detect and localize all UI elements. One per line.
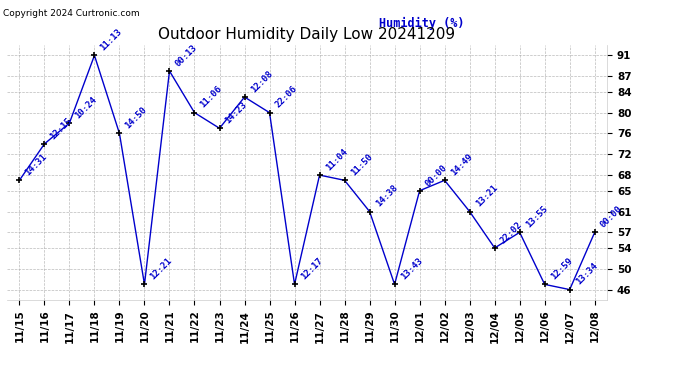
Text: 13:34: 13:34	[574, 261, 599, 287]
Text: 10:24: 10:24	[74, 95, 99, 120]
Title: Outdoor Humidity Daily Low 20241209: Outdoor Humidity Daily Low 20241209	[159, 27, 455, 42]
Text: Humidity (%): Humidity (%)	[379, 16, 464, 30]
Text: 00:00: 00:00	[424, 163, 449, 188]
Text: 12:21: 12:21	[148, 256, 174, 282]
Text: 13:21: 13:21	[474, 183, 499, 209]
Text: 00:13: 00:13	[174, 43, 199, 68]
Text: 13:43: 13:43	[399, 256, 424, 282]
Text: 14:49: 14:49	[448, 152, 474, 177]
Text: 14:31: 14:31	[23, 152, 49, 177]
Text: 00:00: 00:00	[599, 204, 624, 230]
Text: 22:02: 22:02	[499, 220, 524, 245]
Text: 12:15: 12:15	[48, 116, 74, 141]
Text: 13:55: 13:55	[524, 204, 549, 230]
Text: 11:50: 11:50	[348, 152, 374, 177]
Text: 14:50: 14:50	[124, 105, 149, 131]
Text: 12:59: 12:59	[549, 256, 574, 282]
Text: 12:08: 12:08	[248, 69, 274, 94]
Text: 11:06: 11:06	[199, 84, 224, 110]
Text: 14:38: 14:38	[374, 183, 399, 209]
Text: 11:04: 11:04	[324, 147, 349, 172]
Text: 22:06: 22:06	[274, 84, 299, 110]
Text: 11:13: 11:13	[99, 27, 124, 53]
Text: Copyright 2024 Curtronic.com: Copyright 2024 Curtronic.com	[3, 9, 140, 18]
Text: 12:17: 12:17	[299, 256, 324, 282]
Text: 14:23: 14:23	[224, 100, 249, 126]
